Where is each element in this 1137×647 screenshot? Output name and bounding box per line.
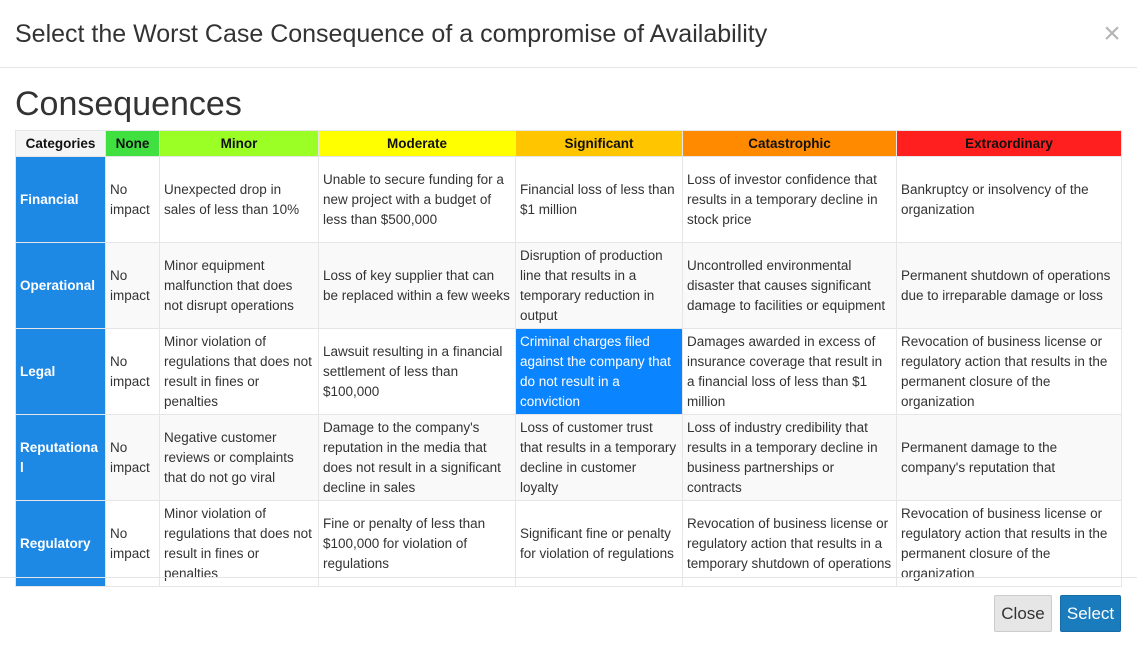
close-button[interactable]: Close — [994, 595, 1052, 632]
consequence-cell-operational-catastrophic[interactable]: Uncontrolled environmental disaster that… — [682, 242, 897, 329]
column-header-catastrophic: Catastrophic — [682, 130, 897, 157]
consequence-cell-regulatory-minor[interactable]: Minor violation of regulations that does… — [159, 500, 319, 587]
table-row: Regulatory No impact Minor violation of re… — [15, 500, 1122, 587]
row-label-reputational: Reputational — [15, 414, 106, 501]
consequence-cell-financial-catastrophic[interactable]: Loss of investor confidence that results… — [682, 156, 897, 243]
table-row: Operational No impact Minor equipment malf… — [15, 242, 1122, 329]
consequence-cell-operational-extraordinary[interactable]: Permanent shutdown of operations due to … — [896, 242, 1122, 329]
table-header-row: Categories None Minor Moderate Significant Ca… — [15, 130, 1122, 157]
consequence-cell-operational-moderate[interactable]: Loss of key supplier that can be replace… — [318, 242, 516, 329]
row-label-operational: Operational — [15, 242, 106, 329]
consequence-cell-reputational-significant[interactable]: Loss of customer trust that results in a… — [515, 414, 683, 501]
table-row: Reputational No impact Negative customer r… — [15, 414, 1122, 501]
row-label-financial: Financial — [15, 156, 106, 243]
consequence-cell-reputational-catastrophic[interactable]: Loss of industry credibility that result… — [682, 414, 897, 501]
consequence-cell-financial-minor[interactable]: Unexpected drop in sales of less than 10… — [159, 156, 319, 243]
consequence-cell-reputational-minor[interactable]: Negative customer reviews or complaints … — [159, 414, 319, 501]
consequence-cell-regulatory-catastrophic[interactable]: Revocation of business license or regula… — [682, 500, 897, 587]
dialog-header: Select the Worst Case Consequence of a c… — [0, 0, 1137, 68]
consequence-cell-legal-extraordinary[interactable]: Revocation of business license or regula… — [896, 328, 1122, 415]
consequence-cell-financial-significant[interactable]: Financial loss of less than $1 million — [515, 156, 683, 243]
column-header-none: None — [105, 130, 160, 157]
row-label-regulatory: Regulatory — [15, 500, 106, 587]
row-label-legal: Legal — [15, 328, 106, 415]
consequence-cell-regulatory-extraordinary[interactable]: Revocation of business license or regula… — [896, 500, 1122, 587]
column-header-minor: Minor — [159, 130, 319, 157]
consequence-cell-operational-minor[interactable]: Minor equipment malfunction that does no… — [159, 242, 319, 329]
consequence-cell-legal-none[interactable]: No impact — [105, 328, 160, 415]
section-heading: Consequences — [15, 85, 242, 123]
consequence-cell-reputational-moderate[interactable]: Damage to the company's reputation in th… — [318, 414, 516, 501]
column-header-moderate: Moderate — [318, 130, 516, 157]
consequence-cell-financial-moderate[interactable]: Unable to secure funding for a new proje… — [318, 156, 516, 243]
dialog-footer: Close Select — [0, 577, 1137, 647]
consequence-cell-reputational-none[interactable]: No impact — [105, 414, 160, 501]
consequence-cell-regulatory-moderate[interactable]: Fine or penalty of less than $100,000 fo… — [318, 500, 516, 587]
column-header-categories: Categories — [15, 130, 106, 157]
consequence-cell-legal-minor[interactable]: Minor violation of regulations that does… — [159, 328, 319, 415]
consequence-cell-regulatory-none[interactable]: No impact — [105, 500, 160, 587]
consequence-cell-financial-extraordinary[interactable]: Bankruptcy or insolvency of the organiza… — [896, 156, 1122, 243]
consequence-cell-financial-none[interactable]: No impact — [105, 156, 160, 243]
column-header-significant: Significant — [515, 130, 683, 157]
table-body: Financial No impact Unexpected drop in sal… — [15, 156, 1122, 587]
table-row: Legal No impact Minor violation of regulat… — [15, 328, 1122, 415]
consequence-cell-reputational-extraordinary[interactable]: Permanent damage to the company's reputa… — [896, 414, 1122, 501]
column-header-extraordinary: Extraordinary — [896, 130, 1122, 157]
consequence-cell-legal-significant[interactable]: Criminal charges filed against the compa… — [515, 328, 683, 415]
consequence-cell-operational-significant[interactable]: Disruption of production line that resul… — [515, 242, 683, 329]
close-icon[interactable]: × — [1103, 17, 1121, 50]
consequence-cell-legal-moderate[interactable]: Lawsuit resulting in a financial settlem… — [318, 328, 516, 415]
consequence-cell-legal-catastrophic[interactable]: Damages awarded in excess of insurance c… — [682, 328, 897, 415]
consequence-cell-operational-none[interactable]: No impact — [105, 242, 160, 329]
select-button[interactable]: Select — [1060, 595, 1121, 632]
table-row: Financial No impact Unexpected drop in sal… — [15, 156, 1122, 243]
dialog-title: Select the Worst Case Consequence of a c… — [15, 20, 768, 48]
consequences-table: Categories None Minor Moderate Significant Ca… — [15, 130, 1122, 587]
consequence-cell-regulatory-significant[interactable]: Significant fine or penalty for violatio… — [515, 500, 683, 587]
